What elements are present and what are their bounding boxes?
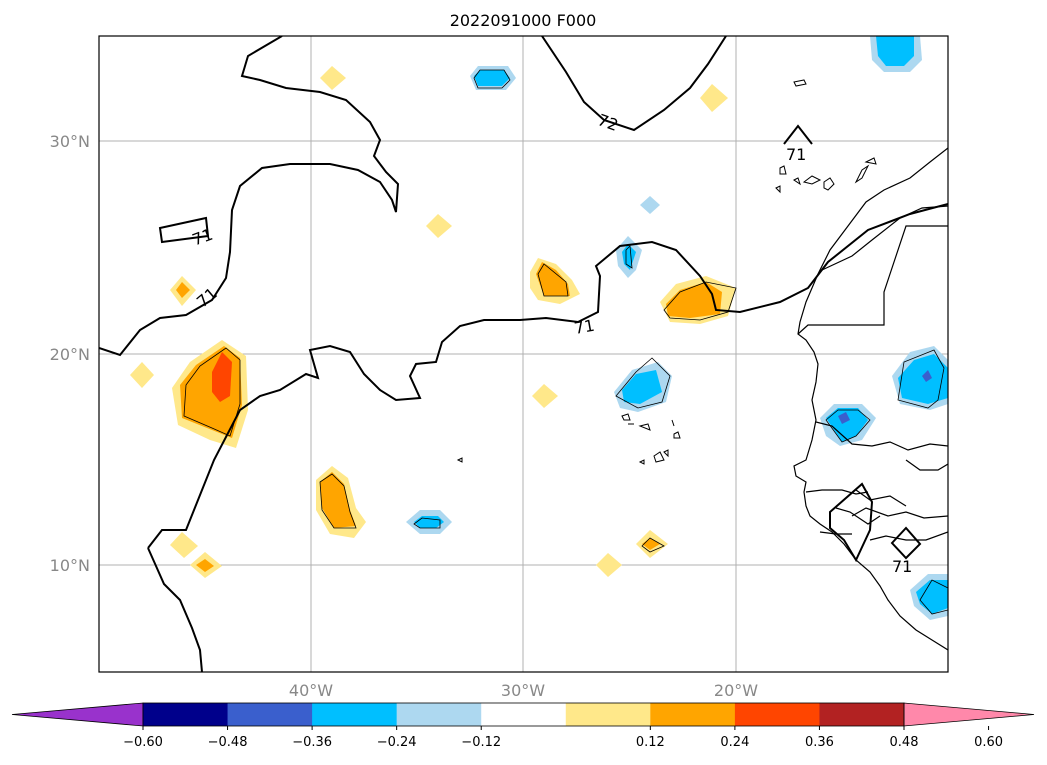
colorbar: −0.60 −0.48 −0.36 −0.24 −0.12 0.12 0.24 0.36 0.4… [11, 702, 1035, 750]
colorbar-tick-label: −0.24 [377, 735, 417, 750]
lat-label-30n: 30°N [50, 132, 90, 151]
contour-label-71-southwest: 71 [193, 284, 221, 312]
map-area: 72 71 71 71 71 71 [99, 36, 948, 672]
contour-label-71-africa-north: 71 [786, 145, 806, 164]
colorbar-extend-high [903, 702, 1035, 727]
colorbar-tick-label: 0.36 [805, 735, 834, 750]
colorbar-tick-label: 0.24 [720, 735, 749, 750]
contour-labels: 72 71 71 71 71 71 [190, 110, 913, 576]
lon-label-40w: 40°W [289, 681, 333, 700]
contour-label-71-central: 71 [573, 316, 596, 338]
colorbar-tick-label: −0.12 [461, 735, 501, 750]
map-title: 2022091000 F000 [450, 11, 597, 30]
colorbar-segment [819, 703, 905, 726]
colorbar-segment [650, 703, 736, 726]
lat-labels: 30°N 20°N 10°N [50, 132, 90, 575]
lon-label-30w: 30°W [501, 681, 545, 700]
colorbar-tick-label: 0.12 [636, 735, 665, 750]
value-contours [99, 36, 948, 672]
lat-label-20n: 20°N [50, 345, 90, 364]
coastlines [793, 147, 948, 651]
colorbar-tick-label: 0.60 [974, 735, 1003, 750]
negative-anomaly-regions [406, 36, 948, 620]
positive-anomaly-regions [130, 66, 736, 578]
contour-label-72: 72 [595, 110, 621, 135]
islands [456, 79, 877, 465]
colorbar-segment [227, 703, 313, 726]
colorbar-tick-label: −0.36 [292, 735, 332, 750]
contour-label-71-west: 71 [190, 225, 216, 250]
colorbar-segment [565, 703, 651, 726]
colorbar-segment [312, 703, 398, 726]
colorbar-tick-label: −0.48 [208, 735, 248, 750]
colorbar-segment [143, 703, 229, 726]
contour-label-71-south: 71 [892, 557, 912, 576]
lon-labels: 40°W 30°W 20°W [289, 681, 758, 700]
colorbar-segment [396, 703, 482, 726]
lat-label-10n: 10°N [50, 556, 90, 575]
colorbar-tick-label: 0.48 [890, 735, 919, 750]
colorbar-tick-label: −0.60 [123, 735, 163, 750]
colorbar-extend-low [11, 702, 144, 727]
map-frame [98, 35, 949, 673]
colorbar-frame [142, 702, 905, 727]
anomaly-outlines [183, 69, 948, 615]
colorbar-segment [481, 703, 567, 726]
colorbar-segment [734, 703, 820, 726]
lon-label-20w: 20°W [714, 681, 758, 700]
